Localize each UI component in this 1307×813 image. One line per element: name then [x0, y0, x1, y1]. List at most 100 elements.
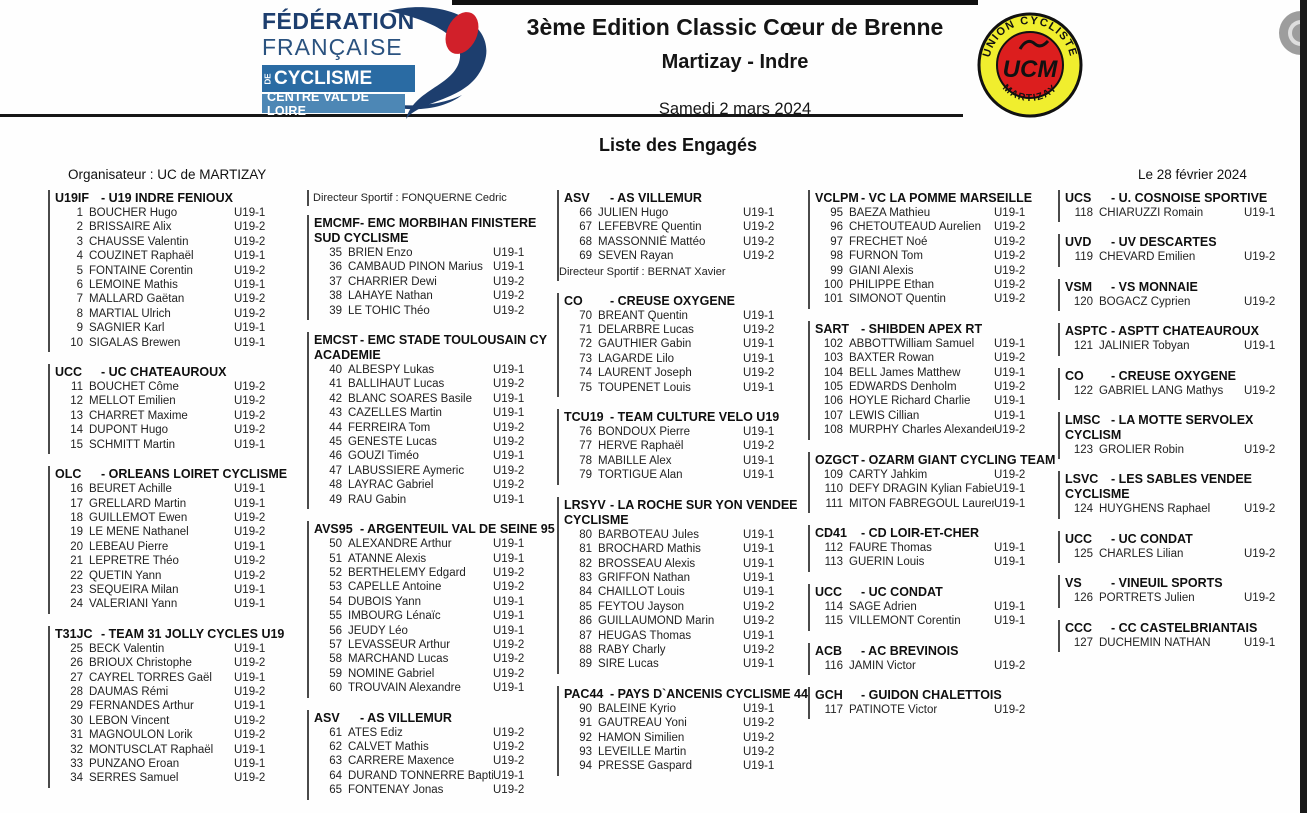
- rider-name: GRIFFON Nathan: [598, 571, 691, 584]
- team-header: LRSYV - LA ROCHE SUR YON VENDEE CYCLISME: [564, 498, 809, 528]
- rider-name: ATES Ediz: [348, 726, 403, 739]
- rider-list: 109 CARTY Jahkim U19-2 110 DEFY DRAGIN Kylia…: [815, 468, 1060, 511]
- rider-number: 56: [329, 624, 342, 637]
- rider-number: 28: [70, 685, 83, 698]
- rider-category: U19-1: [493, 769, 525, 782]
- rider-row: 78 MABILLE Alex U19-1: [564, 454, 809, 468]
- rider-name: SIGALAS Brewen: [89, 336, 181, 349]
- team-code: AVS95: [314, 522, 353, 537]
- rider-category: U19-1: [994, 395, 1026, 408]
- team-code: OLC: [55, 467, 82, 482]
- rider-name: HAMON Similien: [598, 731, 685, 744]
- ffc-de-label: DE: [263, 73, 273, 85]
- rider-row: 81 BROCHARD Mathis U19-1: [564, 542, 809, 556]
- rider-number: 126: [1073, 592, 1093, 605]
- rider-row: 33 PUNZANO Eroan U19-1: [55, 757, 300, 771]
- rider-row: 59 NOMINE Gabriel U19-2: [314, 667, 559, 681]
- rider-name: MURPHY Charles Alexander: [849, 424, 994, 437]
- rider-row: 2 BRISSAIRE Alix U19-2: [55, 220, 300, 234]
- rider-category: U19-1: [743, 658, 775, 671]
- rider-category: U19-2: [743, 745, 775, 758]
- rider-row: 103 BAXTER Rowan U19-2: [815, 351, 1060, 365]
- rider-name: PRESSE Gaspard: [598, 760, 692, 773]
- rider-category: U19-1: [493, 538, 525, 551]
- rider-category: U19-2: [743, 731, 775, 744]
- rider-number: 51: [329, 552, 342, 565]
- rider-row: 43 CAZELLES Martin U19-1: [314, 406, 559, 420]
- rider-row: 97 FRECHET Noé U19-2: [815, 235, 1060, 249]
- team-block: UCS - U. COSNOISE SPORTIVE 118 CHIARUZZI Ro…: [1058, 190, 1307, 223]
- rider-name: DAUMAS Rémi: [89, 685, 169, 698]
- rider-row: 47 LABUSSIERE Aymeric U19-2: [314, 464, 559, 478]
- team-name: - ASPTT CHATEAUROUX: [1111, 324, 1259, 339]
- rider-category: U19-2: [234, 685, 266, 698]
- rider-name: CALVET Mathis: [348, 740, 429, 753]
- rider-row: 120 BOGACZ Cyprien U19-2: [1065, 295, 1307, 309]
- team-header: ACB - AC BREVINOIS: [815, 644, 1060, 659]
- team-header: OZGCT - OZARM GIANT CYCLING TEAM: [815, 453, 1060, 468]
- rider-category: U19-1: [234, 207, 266, 219]
- team-code: GCH: [815, 687, 843, 702]
- rider-number: 117: [824, 703, 843, 716]
- rider-number: 5: [76, 264, 83, 277]
- rider-category: U19-1: [994, 600, 1026, 613]
- rider-name: QUETIN Yann: [89, 569, 162, 582]
- rider-name: GOUZI Timéo: [348, 450, 419, 463]
- rider-row: 27 CAYREL TORRES Gaël U19-1: [55, 671, 300, 685]
- rider-category: U19-1: [743, 760, 775, 773]
- rider-list: 123 GROLIER Robin U19-2: [1065, 443, 1307, 457]
- rider-category: U19-2: [994, 221, 1026, 234]
- team-name: - ARGENTEUIL VAL DE SEINE 95: [360, 522, 555, 537]
- team-block: OZGCT - OZARM GIANT CYCLING TEAM 109 CARTY …: [808, 451, 1060, 513]
- team-code: CCC: [1065, 620, 1093, 635]
- rider-number: 92: [579, 731, 592, 744]
- rider-name: SCHMITT Martin: [89, 438, 176, 451]
- team-header: TCU19 - TEAM CULTURE VELO U19: [564, 410, 809, 425]
- rider-row: 73 LAGARDE Lilo U19-1: [564, 352, 809, 366]
- team-header: CO - CREUSE OXYGENE: [564, 294, 809, 309]
- rider-name: BREANT Quentin: [598, 309, 688, 322]
- rider-name: GUERIN Louis: [849, 556, 925, 569]
- team-code: UCC: [55, 365, 83, 380]
- rider-row: 118 CHIARUZZI Romain U19-1: [1065, 206, 1307, 220]
- rider-number: 49: [329, 493, 342, 506]
- rider-name: IMBOURG Lénaïc: [348, 610, 441, 623]
- rider-row: 29 FERNANDES Arthur U19-1: [55, 699, 300, 713]
- rider-category: U19-1: [743, 454, 775, 467]
- team-header: UCS - U. COSNOISE SPORTIVE: [1065, 191, 1307, 206]
- rider-number: 86: [579, 615, 592, 628]
- rider-row: 111 MITON FABREGOUL Laurens U19-1: [815, 497, 1060, 511]
- rider-name: CHIARUZZI Romain: [1099, 207, 1204, 219]
- rider-name: FONTENAY Jonas: [348, 784, 444, 797]
- rider-name: FERREIRA Tom: [348, 421, 431, 434]
- rider-name: LEFEBVRE Quentin: [598, 221, 702, 234]
- team-block: U19IF - U19 INDRE FENIOUX 1 BOUCHER Hugo U19…: [48, 190, 300, 353]
- team-name: - CREUSE OXYGENE: [610, 293, 736, 308]
- rider-row: 22 QUETIN Yann U19-2: [55, 569, 300, 583]
- rider-row: 26 BRIOUX Christophe U19-2: [55, 656, 300, 670]
- team-name: - VINEUIL SPORTS: [1111, 576, 1223, 591]
- rider-name: DURAND TONNERRE Baptiste: [348, 769, 493, 782]
- rider-number: 82: [579, 557, 592, 570]
- rider-name: SIRE Lucas: [598, 658, 659, 671]
- team-code: VSM: [1065, 279, 1093, 294]
- rider-name: BRIOUX Christophe: [89, 657, 192, 670]
- rider-name: CHARLES Lilian: [1099, 547, 1184, 560]
- team-block: LSVC - LES SABLES VENDEE CYCLISME 124 HUYGH…: [1058, 471, 1307, 519]
- rider-row: 108 MURPHY Charles Alexander U19-2: [815, 423, 1060, 437]
- rider-row: 115 VILLEMONT Corentin U19-1: [815, 614, 1060, 628]
- rider-number: 115: [824, 615, 843, 628]
- team-name: - LA ROCHE SUR YON VENDEE CYCLISME: [564, 497, 798, 527]
- rider-category: U19-2: [994, 424, 1026, 437]
- rider-number: 110: [824, 483, 843, 496]
- rider-name: DEFY DRAGIN Kylian Fabien: [849, 483, 994, 496]
- rider-row: 62 CALVET Mathis U19-2: [314, 740, 559, 754]
- rider-row: 58 MARCHAND Lucas U19-2: [314, 652, 559, 666]
- rider-name: CAYREL TORRES Gaël: [89, 671, 212, 684]
- rider-category: U19-2: [493, 275, 525, 288]
- team-header: UCC - UC CONDAT: [1065, 532, 1307, 547]
- rider-category: U19-2: [234, 293, 266, 306]
- rider-row: 18 GUILLEMOT Ewen U19-2: [55, 511, 300, 525]
- team-code: UVD: [1065, 235, 1092, 250]
- rider-category: U19-2: [1244, 444, 1276, 457]
